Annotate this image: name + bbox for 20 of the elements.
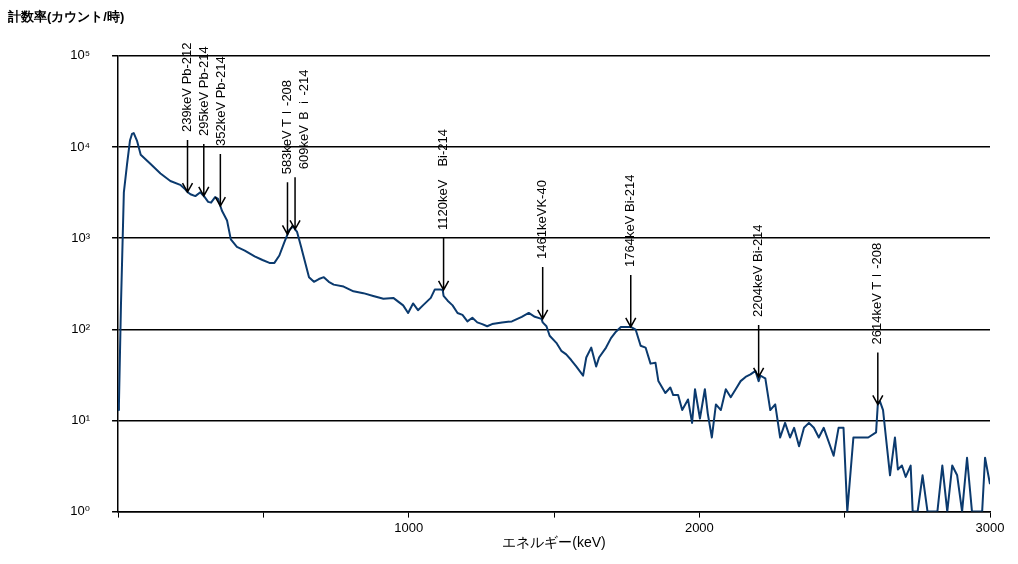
- x-axis-title: エネルギー(keV): [502, 534, 606, 551]
- y-tick-label: 10³: [71, 229, 91, 245]
- annotation: 239keV Pb-212: [179, 42, 195, 133]
- x-tick-label: 2000: [684, 519, 714, 535]
- annotation: 1120keV Bi-214: [435, 129, 451, 230]
- y-tick-label: 10⁴: [70, 138, 91, 154]
- annotation: 2614keV Tｌ-208: [869, 242, 885, 345]
- annotation: 2204keV Bi-214: [750, 224, 766, 317]
- annotation: 583keV Tｌ-208: [279, 79, 295, 175]
- annotation: 1764keV Bi-214: [622, 174, 638, 267]
- y-tick-label: 10⁰: [70, 503, 91, 519]
- y-tick-label: 10⁵: [70, 47, 91, 63]
- y-tick-label: 10¹: [71, 412, 91, 428]
- x-tick-label: 3000: [975, 519, 1005, 535]
- annotation: 295keV Pb-214: [196, 46, 212, 136]
- x-tick-label: 1000: [394, 519, 424, 535]
- annotation: 1461keVK-40: [534, 180, 550, 259]
- y-axis-title: 計数率(カウント/時): [8, 8, 125, 26]
- annotation: 352keV Pb-214: [213, 56, 229, 147]
- y-tick-label: 10²: [71, 320, 91, 336]
